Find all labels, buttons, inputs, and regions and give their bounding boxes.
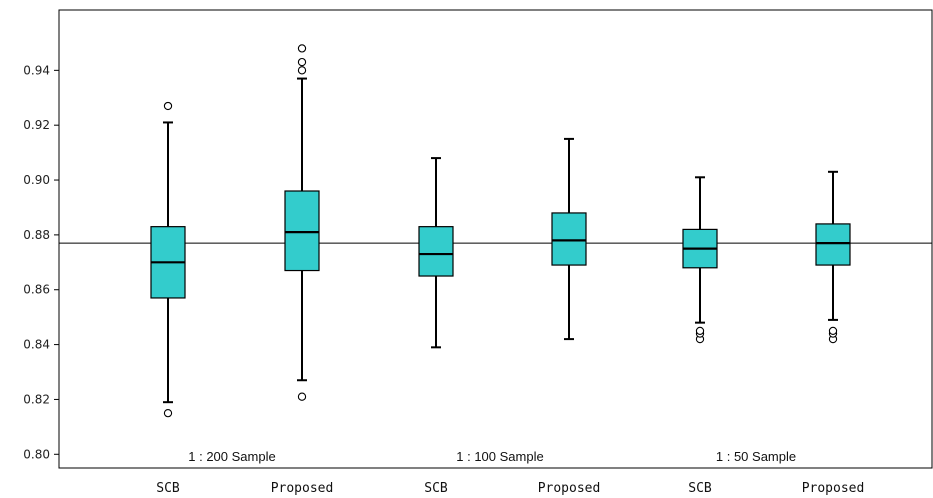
iqr-box	[551, 212, 587, 266]
outlier-point	[163, 101, 173, 111]
y-tick-label: 0.82	[23, 392, 50, 406]
y-tick-label: 0.94	[23, 63, 50, 77]
category-label: SCB	[156, 481, 180, 496]
iqr-box	[284, 190, 320, 272]
y-tick-label: 0.92	[23, 118, 50, 132]
outlier-point	[297, 66, 307, 75]
outlier-point	[297, 392, 307, 401]
y-tick-label: 0.88	[23, 228, 50, 242]
iqr-box	[815, 223, 851, 266]
box-4	[551, 137, 587, 341]
y-tick-label: 0.90	[23, 173, 50, 187]
box-6	[815, 170, 851, 344]
iqr-box	[418, 226, 454, 277]
outlier-point	[828, 326, 838, 336]
box-3	[418, 157, 454, 349]
y-tick-label: 0.80	[23, 447, 50, 461]
box-5	[682, 176, 718, 344]
outlier-point	[297, 44, 307, 53]
boxes-layer	[150, 44, 851, 418]
outlier-point	[297, 57, 307, 67]
outlier-point	[163, 408, 173, 418]
labels-layer: 1 : 200 Sample 1 : 100 Sample 1 : 50 Sampl…	[156, 449, 864, 496]
group-label: 1 : 100 Sample	[456, 449, 543, 464]
plot-area	[58, 9, 933, 469]
y-axis: 0.80 0.82 0.84 0.86 0.88 0.90 0.92 0.94	[23, 63, 59, 461]
outlier-point	[695, 326, 705, 336]
box-1	[150, 101, 186, 418]
category-label: Proposed	[538, 481, 601, 496]
box-2	[284, 44, 320, 401]
group-label: 1 : 50 Sample	[716, 449, 796, 464]
category-label: SCB	[424, 481, 448, 496]
y-tick-label: 0.84	[23, 338, 50, 352]
group-label: 1 : 200 Sample	[188, 449, 275, 464]
y-tick-label: 0.86	[23, 283, 50, 297]
category-label: SCB	[688, 481, 712, 496]
category-label: Proposed	[271, 481, 334, 496]
category-label: Proposed	[802, 481, 865, 496]
